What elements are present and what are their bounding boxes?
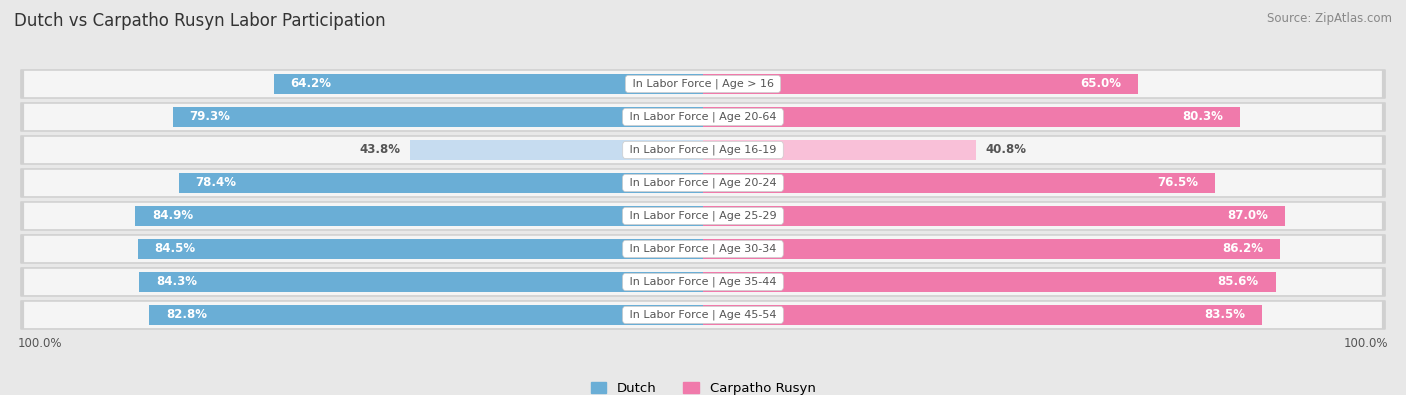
Text: 78.4%: 78.4% [195,177,236,190]
Bar [149,305,703,325]
Bar [703,239,1279,259]
Bar [703,206,1285,226]
Text: In Labor Force | Age 45-54: In Labor Force | Age 45-54 [626,310,780,320]
Text: In Labor Force | Age 35-44: In Labor Force | Age 35-44 [626,277,780,287]
FancyBboxPatch shape [21,202,1385,230]
Bar [703,305,1261,325]
FancyBboxPatch shape [24,71,1382,97]
Text: 79.3%: 79.3% [190,111,231,124]
Bar [703,74,1137,94]
Bar [703,173,1215,193]
Text: 76.5%: 76.5% [1157,177,1198,190]
Text: 64.2%: 64.2% [290,77,332,90]
Text: 84.3%: 84.3% [156,275,197,288]
Text: In Labor Force | Age 20-64: In Labor Force | Age 20-64 [626,112,780,122]
Text: 84.5%: 84.5% [155,243,195,256]
Text: 82.8%: 82.8% [166,308,207,322]
FancyBboxPatch shape [21,169,1385,197]
Text: 65.0%: 65.0% [1080,77,1121,90]
FancyBboxPatch shape [24,236,1382,262]
Bar [274,74,703,94]
Text: 86.2%: 86.2% [1222,243,1263,256]
Bar [703,272,1275,292]
Text: 100.0%: 100.0% [1344,337,1389,350]
Bar [138,239,703,259]
Text: In Labor Force | Age > 16: In Labor Force | Age > 16 [628,79,778,89]
Bar [411,140,703,160]
FancyBboxPatch shape [24,203,1382,229]
Bar [703,107,1240,127]
Text: In Labor Force | Age 20-24: In Labor Force | Age 20-24 [626,178,780,188]
Text: 100.0%: 100.0% [17,337,62,350]
Bar [179,173,703,193]
Text: Source: ZipAtlas.com: Source: ZipAtlas.com [1267,12,1392,25]
FancyBboxPatch shape [21,70,1385,98]
Text: In Labor Force | Age 30-34: In Labor Force | Age 30-34 [626,244,780,254]
Text: 84.9%: 84.9% [152,209,193,222]
FancyBboxPatch shape [24,170,1382,196]
FancyBboxPatch shape [24,269,1382,295]
FancyBboxPatch shape [24,104,1382,130]
Bar [139,272,703,292]
FancyBboxPatch shape [21,103,1385,131]
Text: 85.6%: 85.6% [1218,275,1258,288]
FancyBboxPatch shape [21,268,1385,296]
Text: 87.0%: 87.0% [1227,209,1268,222]
Bar [703,140,976,160]
FancyBboxPatch shape [21,136,1385,164]
Bar [173,107,703,127]
Legend: Dutch, Carpatho Rusyn: Dutch, Carpatho Rusyn [591,382,815,395]
FancyBboxPatch shape [21,235,1385,263]
FancyBboxPatch shape [24,302,1382,328]
Text: Dutch vs Carpatho Rusyn Labor Participation: Dutch vs Carpatho Rusyn Labor Participat… [14,12,385,30]
Text: 80.3%: 80.3% [1182,111,1223,124]
Text: In Labor Force | Age 25-29: In Labor Force | Age 25-29 [626,211,780,221]
Bar [135,206,703,226]
Text: 43.8%: 43.8% [359,143,399,156]
FancyBboxPatch shape [21,301,1385,329]
FancyBboxPatch shape [24,137,1382,163]
Text: In Labor Force | Age 16-19: In Labor Force | Age 16-19 [626,145,780,155]
Text: 40.8%: 40.8% [986,143,1026,156]
Text: 83.5%: 83.5% [1204,308,1244,322]
